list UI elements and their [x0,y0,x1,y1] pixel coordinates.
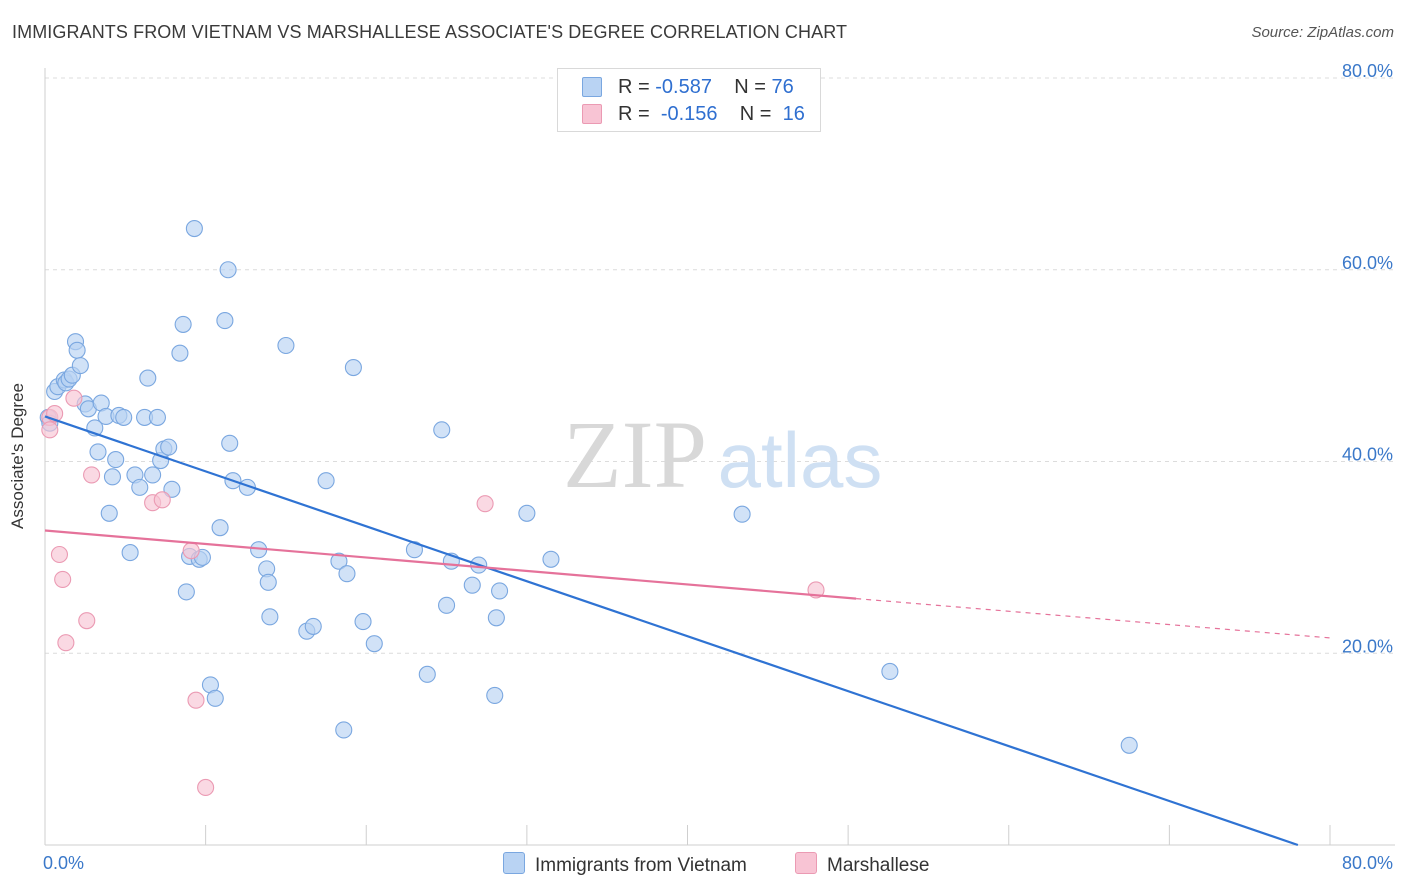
data-point-vietnam [518,504,536,522]
data-point-vietnam [68,341,86,359]
data-point-marshallese [54,570,72,588]
data-point-vietnam [317,472,335,490]
watermark-zip: ZIP [563,401,707,508]
data-point-vietnam [115,408,133,426]
data-point-vietnam [211,519,229,537]
y-tick-label: 80.0% [1342,61,1393,81]
data-points [39,219,1138,797]
data-point-vietnam [160,438,178,456]
trend-line-marshallese-extension [856,598,1331,639]
data-point-vietnam [100,504,118,522]
data-point-vietnam [174,315,192,333]
y-tick-label: 40.0% [1342,445,1393,465]
data-point-vietnam [261,608,279,626]
gridlines [45,77,1395,654]
data-point-marshallese [50,545,69,564]
data-point-vietnam [206,689,224,707]
data-point-vietnam [335,721,353,739]
legend-r-label: R = [618,103,656,125]
data-point-vietnam [139,369,157,387]
legend-r-value: -0.156 [660,103,718,125]
data-point-vietnam [365,635,383,653]
data-point-vietnam [438,596,456,614]
legend-n-value: 16 [782,103,805,125]
trend-line-vietnam [44,415,1299,847]
data-point-vietnam [144,466,162,484]
data-point-marshallese [83,466,101,484]
data-point-vietnam [89,443,107,461]
data-point-vietnam [344,358,362,377]
trend-lines [44,415,1331,847]
data-point-vietnam [177,583,195,601]
x-tick-label: 80.0% [1342,853,1393,873]
data-point-vietnam [463,576,481,594]
axes [44,68,1395,846]
bottom-legend-marshallese: Marshallese [795,852,929,877]
data-point-vietnam [433,421,451,439]
data-point-vietnam [221,434,239,452]
data-point-vietnam [733,505,751,523]
watermark: ZIP atlas [563,401,882,508]
chart-title: IMMIGRANTS FROM VIETNAM VS MARSHALLESE A… [12,22,848,42]
data-point-marshallese [65,389,83,407]
trend-line-marshallese [44,529,857,600]
correlation-legend: R = -0.587 N = 76 R = -0.156 N = 16 [557,68,821,132]
data-point-vietnam [354,613,372,631]
data-point-vietnam [185,219,203,238]
data-point-marshallese [476,495,494,513]
data-point-vietnam [121,544,139,562]
legend-n-label: N = [734,76,772,98]
data-point-vietnam [259,573,277,591]
legend-swatch-marshallese [582,104,602,124]
data-point-vietnam [71,357,89,375]
data-point-vietnam [148,408,166,426]
legend-r-label: R = [618,76,656,98]
data-point-vietnam [338,565,356,583]
legend-r-value: -0.587 [655,76,712,98]
data-point-marshallese [197,778,215,797]
legend-n-label: N = [739,103,778,125]
data-point-vietnam [103,468,122,486]
data-point-vietnam [131,478,149,496]
data-point-vietnam [1120,736,1138,754]
data-point-vietnam [486,686,504,704]
data-point-vietnam [171,344,189,362]
data-point-vietnam [881,662,899,681]
tick-labels: 20.0% 40.0% 60.0% 80.0% 0.0% 80.0% [43,61,1393,873]
legend-n-value: 76 [771,76,794,98]
data-point-vietnam [216,312,234,330]
x-tick-label: 0.0% [43,853,84,873]
data-point-vietnam [219,261,237,279]
bottom-legend-vietnam: Immigrants from Vietnam [503,852,747,877]
data-point-vietnam [487,609,505,627]
bottom-legend-swatch-vietnam [503,852,525,874]
data-point-marshallese [41,421,59,439]
y-tick-label: 60.0% [1342,253,1393,273]
data-point-vietnam [418,665,436,683]
watermark-atlas: atlas [718,416,883,504]
bottom-legend-label-marshallese: Marshallese [827,855,930,876]
data-point-vietnam [491,582,509,600]
bottom-legend-label-vietnam: Immigrants from Vietnam [535,855,747,876]
legend-swatch-vietnam [582,77,602,97]
data-point-marshallese [153,491,171,509]
data-point-vietnam [107,451,125,469]
data-point-marshallese [57,634,75,652]
y-tick-label: 20.0% [1342,636,1393,656]
source-label: Source: ZipAtlas.com [1251,24,1394,41]
data-point-marshallese [78,612,96,630]
data-point-vietnam [330,552,348,570]
data-point-vietnam [163,480,181,498]
data-point-marshallese [187,691,205,709]
data-point-vietnam [304,617,322,635]
data-point-marshallese [182,542,200,560]
data-point-vietnam [542,550,560,568]
bottom-legend-swatch-marshallese [795,852,817,874]
data-point-vietnam [277,336,295,355]
